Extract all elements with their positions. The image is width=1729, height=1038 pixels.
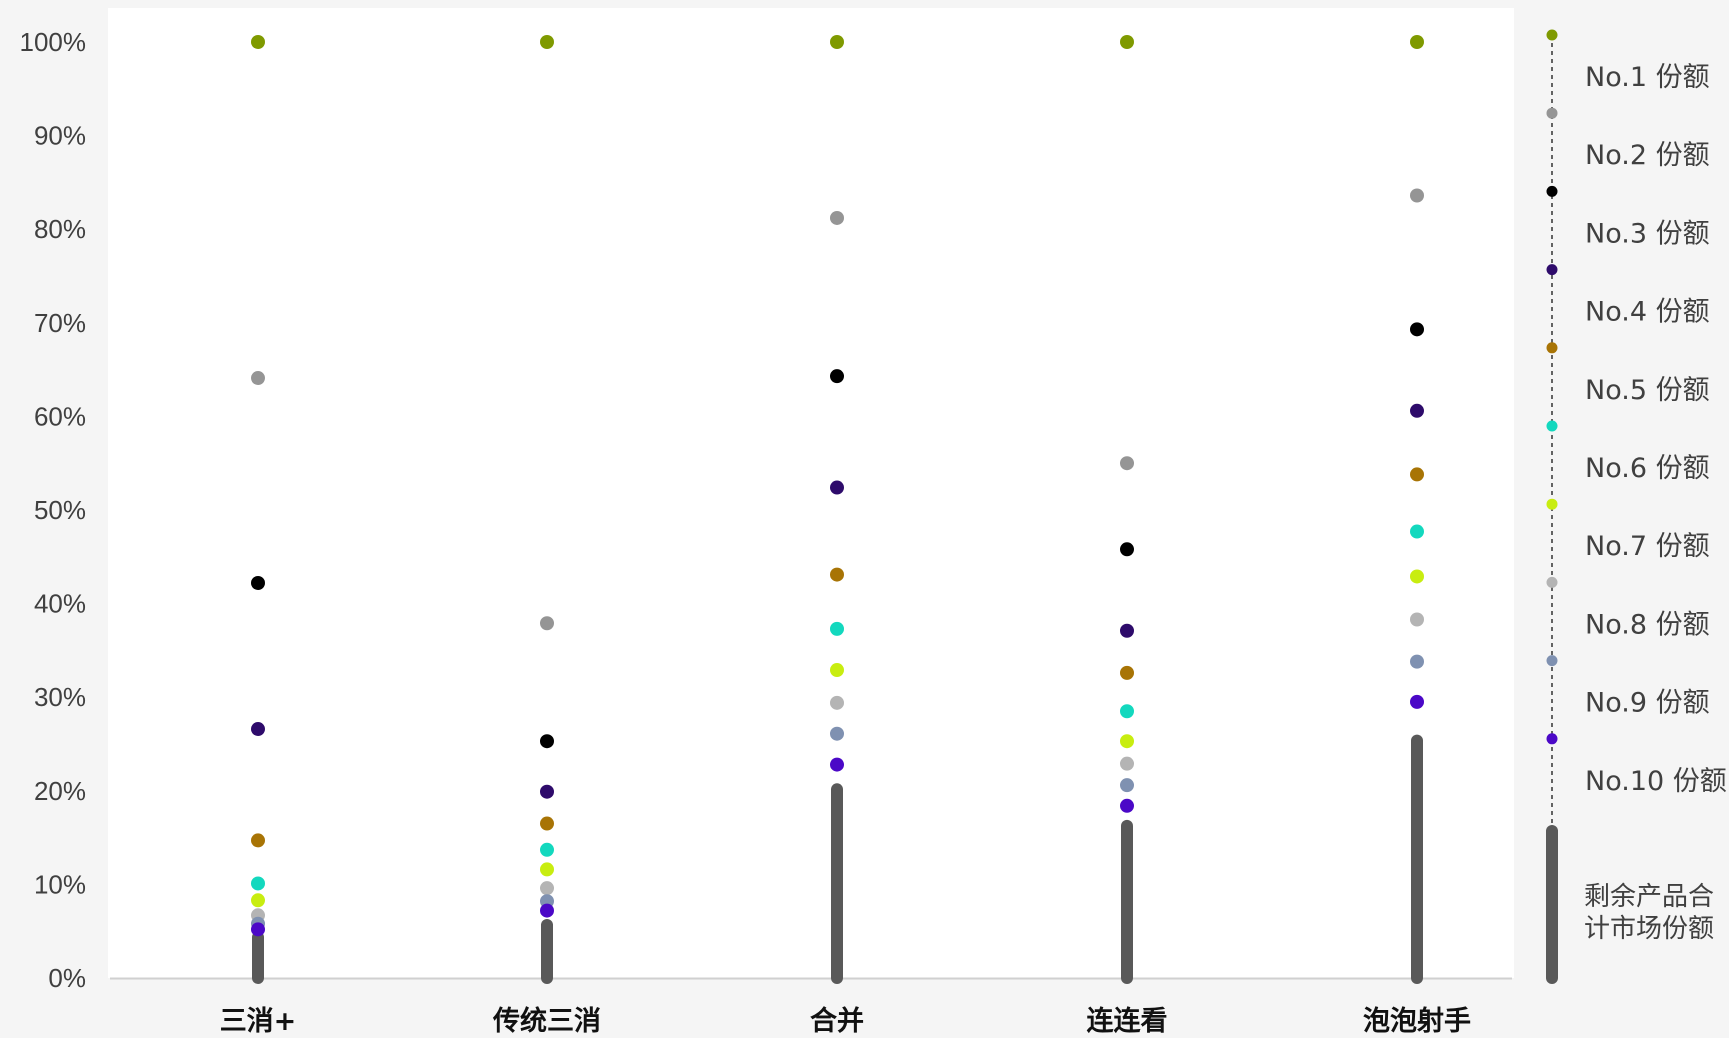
data-point — [540, 862, 554, 877]
plot-area — [108, 8, 1514, 978]
data-point — [1410, 524, 1424, 539]
data-point — [251, 833, 265, 848]
data-point — [540, 842, 554, 857]
data-point — [1410, 569, 1424, 584]
legend-marker — [1546, 498, 1558, 510]
data-point — [830, 369, 844, 384]
data-point — [1120, 756, 1134, 771]
data-point — [830, 757, 844, 772]
data-point — [1410, 612, 1424, 627]
legend-marker — [1546, 655, 1558, 667]
data-point — [540, 881, 554, 896]
data-point — [540, 903, 554, 918]
legend-marker — [1546, 733, 1558, 745]
data-point — [1120, 456, 1134, 471]
data-point — [1410, 35, 1424, 49]
legend-marker — [1546, 264, 1558, 276]
data-point — [830, 210, 844, 225]
data-point — [830, 480, 844, 495]
y-tick-label: 20% — [34, 776, 86, 806]
data-point — [1120, 542, 1134, 557]
legend-marker — [1546, 420, 1558, 432]
data-point — [830, 695, 844, 710]
y-tick-label: 10% — [34, 869, 86, 899]
legend-label: No.1 份额 — [1585, 62, 1710, 93]
data-point — [540, 784, 554, 799]
data-point — [540, 816, 554, 831]
y-tick-label: 90% — [34, 121, 86, 151]
x-tick-label: 三消+ — [220, 1006, 297, 1037]
data-point — [251, 893, 265, 908]
legend-label: No.8 份额 — [1585, 609, 1710, 640]
data-point — [1120, 734, 1134, 749]
data-point — [1120, 778, 1134, 793]
x-tick-label: 连连看 — [1087, 1005, 1168, 1037]
legend-rest-label: 剩余产品合 — [1584, 882, 1714, 912]
y-tick-label: 0% — [48, 963, 86, 993]
legend-label: No.9 份额 — [1585, 688, 1710, 719]
data-point — [830, 35, 844, 49]
data-point — [1410, 403, 1424, 418]
legend-marker — [1546, 576, 1558, 588]
legend-rest-label: 计市场份额 — [1584, 914, 1714, 944]
legend-marker — [1546, 185, 1558, 197]
y-tick-label: 70% — [34, 308, 86, 338]
data-point — [830, 567, 844, 582]
data-point — [540, 616, 554, 631]
x-tick-label: 传统三消 — [492, 1005, 601, 1037]
data-point — [251, 722, 265, 737]
data-point — [1410, 322, 1424, 337]
data-point — [830, 621, 844, 636]
data-point — [830, 726, 844, 741]
legend-marker — [1546, 107, 1558, 119]
legend-label: No.3 份额 — [1585, 218, 1710, 249]
data-point — [1120, 35, 1134, 49]
data-point — [1410, 694, 1424, 709]
legend-label: No.7 份额 — [1585, 531, 1710, 562]
data-point — [1410, 467, 1424, 482]
data-point — [540, 35, 554, 49]
data-point — [1120, 665, 1134, 680]
legend-label: No.6 份额 — [1585, 453, 1710, 484]
data-point — [830, 663, 844, 678]
x-tick-label: 泡泡射手 — [1363, 1005, 1471, 1037]
data-point — [1120, 798, 1134, 813]
legend-label: No.2 份额 — [1585, 140, 1710, 171]
data-point — [251, 35, 265, 49]
y-tick-label: 40% — [34, 589, 86, 619]
data-point — [251, 576, 265, 591]
legend-marker — [1546, 29, 1558, 41]
y-tick-label: 50% — [34, 495, 86, 525]
data-point — [1410, 188, 1424, 203]
legend-label: No.5 份额 — [1585, 375, 1710, 406]
y-tick-label: 60% — [34, 401, 86, 431]
data-point — [1410, 654, 1424, 669]
legend-area — [1514, 8, 1729, 978]
y-tick-label: 80% — [34, 214, 86, 244]
legend-label: No.4 份额 — [1585, 297, 1710, 328]
data-point — [1120, 704, 1134, 719]
legend-label: No.10 份额 — [1585, 766, 1727, 797]
y-tick-label: 100% — [20, 27, 87, 57]
data-point — [251, 922, 265, 937]
data-point — [1120, 623, 1134, 638]
y-tick-label: 30% — [34, 682, 86, 712]
legend-marker — [1546, 342, 1558, 354]
x-tick-label: 合并 — [810, 1005, 864, 1037]
data-point — [251, 876, 265, 891]
data-point — [540, 734, 554, 749]
data-point — [251, 371, 265, 386]
